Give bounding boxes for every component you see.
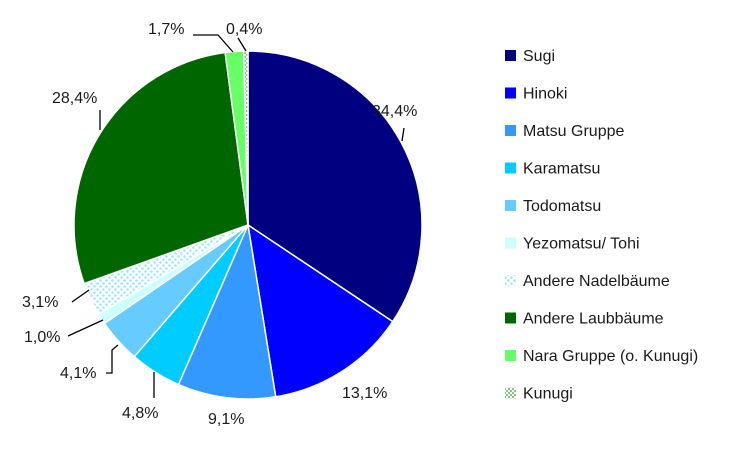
data-labels: 34,4% 13,1% 9,1% 4,8% 4,1% 1,0% 3,1% 28,4% 1,7% 0… (22, 21, 417, 428)
legend-label-karamatsu: Karamatsu (523, 161, 600, 178)
leader-line-nara-gruppe-o-kunugi (193, 34, 234, 53)
legend-swatch-yezomatsu-tohi (505, 237, 516, 249)
legend-item-hinoki: Hinoki (505, 86, 567, 103)
legend-item-andere-laubb-ume: Andere Laubbäume (505, 311, 664, 328)
pie-slices (73, 50, 423, 400)
pie-slice-matsu-gruppe (177, 222, 277, 400)
legend-label-todomatsu: Todomatsu (523, 198, 601, 215)
legend-swatch-nara-gruppe-o-kunugi (505, 350, 516, 361)
data-label-yezomatsu-tohi: 1,0% (24, 329, 60, 346)
pie-slice-andere-laubb-ume (73, 51, 249, 285)
data-label-andere-nadelb-ume: 3,1% (22, 294, 58, 311)
data-label-sugi: 34,4% (372, 103, 417, 120)
data-label-karamatsu: 4,8% (122, 405, 158, 422)
legend-label-kunugi: Kunugi (523, 386, 573, 403)
legend-label-andere-nadelb-ume: Andere Nadelbäume (523, 273, 670, 290)
legend-swatch-andere-laubb-ume (505, 312, 516, 324)
legend-swatch-todomatsu (505, 200, 516, 211)
pie-slice-hinoki (246, 223, 394, 398)
legend-item-andere-nadelb-ume: Andere Nadelbäume (505, 273, 670, 290)
leader-line-yezomatsu-tohi (67, 319, 104, 337)
legend-swatch-matsu-gruppe (505, 125, 516, 136)
legend-label-matsu-gruppe: Matsu Gruppe (523, 123, 624, 140)
data-label-matsu-gruppe: 9,1% (208, 411, 244, 428)
legend-swatch-hinoki (505, 87, 516, 99)
legend-label-hinoki: Hinoki (523, 86, 567, 103)
data-label-andere-laubb-ume: 28,4% (52, 90, 97, 107)
legend-item-nara-gruppe-o-kunugi: Nara Gruppe (o. Kunugi) (505, 348, 698, 365)
legend-label-yezomatsu-tohi: Yezomatsu/ Tohi (523, 236, 640, 253)
legend-label-sugi: Sugi (523, 48, 555, 65)
leader-line-sugi (401, 127, 405, 142)
legend-swatch-sugi (505, 50, 516, 61)
legend-label-andere-laubb-ume: Andere Laubbäume (523, 311, 664, 328)
legend-label-nara-gruppe-o-kunugi: Nara Gruppe (o. Kunugi) (523, 348, 698, 365)
legend-item-todomatsu: Todomatsu (505, 198, 601, 215)
data-label-kunugi: 0,4% (226, 21, 262, 38)
legend-swatch-andere-nadelb-ume (505, 275, 516, 286)
data-label-todomatsu: 4,1% (60, 365, 96, 382)
legend-swatch-karamatsu (505, 162, 516, 174)
leader-line-andere-nadelb-ume (71, 289, 90, 303)
leader-lines (67, 34, 405, 398)
legend: Sugi Hinoki Matsu Gruppe Karamatsu Todomatsu… (505, 48, 698, 403)
legend-swatch-kunugi (505, 387, 516, 399)
leader-line-todomatsu (106, 344, 119, 374)
data-label-hinoki: 13,1% (342, 385, 387, 402)
data-label-nara-gruppe-o-kunugi: 1,7% (148, 21, 184, 38)
legend-item-kunugi: Kunugi (505, 386, 573, 403)
legend-item-karamatsu: Karamatsu (505, 161, 600, 178)
leader-line-kunugi (237, 37, 247, 52)
legend-item-yezomatsu-tohi: Yezomatsu/ Tohi (505, 236, 640, 253)
legend-item-matsu-gruppe: Matsu Gruppe (505, 123, 624, 140)
legend-item-sugi: Sugi (505, 48, 555, 65)
